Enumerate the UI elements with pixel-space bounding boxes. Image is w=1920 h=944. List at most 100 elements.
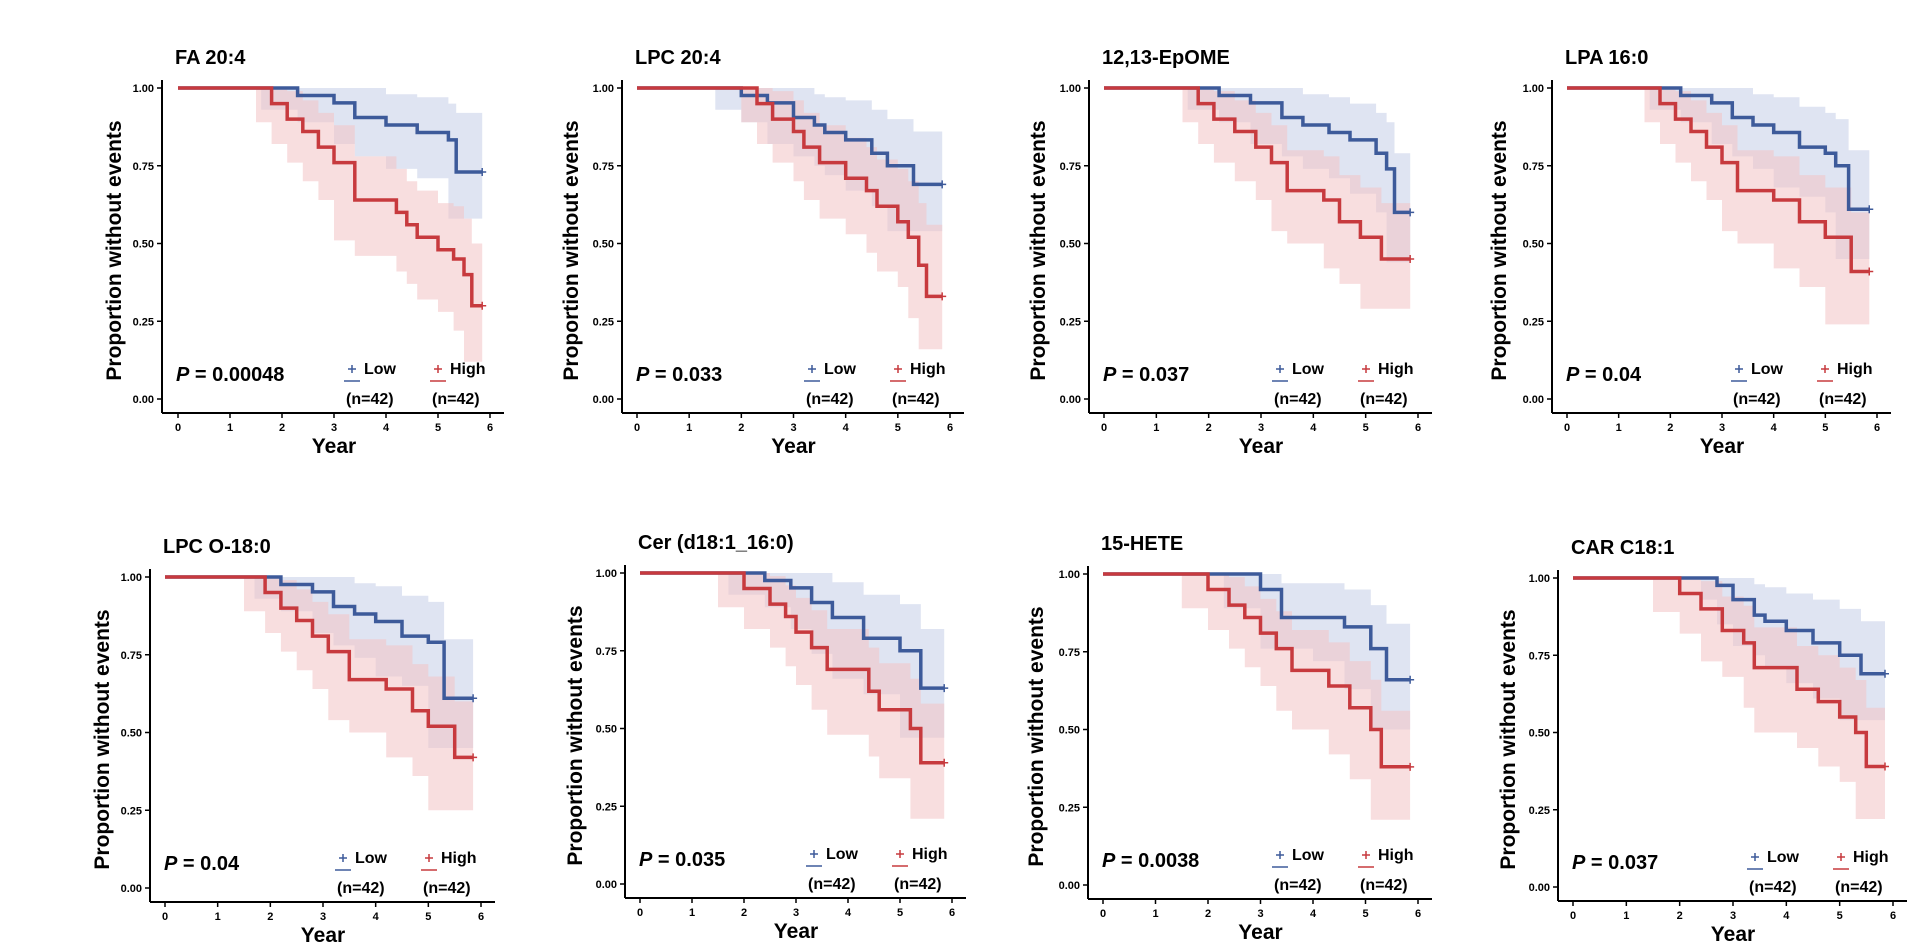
legend-n-high: (n=42) (432, 391, 480, 408)
legend-n-low: (n=42) (806, 391, 854, 408)
legend-label-low: Low (824, 361, 857, 378)
x-tick-label: 1 (227, 422, 233, 434)
y-tick-label: 0.75 (1529, 650, 1550, 662)
survival-curve-high (1103, 572, 1411, 769)
y-tick-label: 0.75 (1060, 161, 1081, 173)
legend-n-high: (n=42) (423, 880, 471, 897)
legend-label-high: High (910, 361, 946, 378)
x-axis-label: Year (1711, 923, 1755, 944)
legend-label-high: High (1837, 361, 1873, 378)
legend-key-low (1751, 853, 1759, 861)
p-value-label: P = 0.037 (1103, 364, 1189, 386)
legend-key-high (425, 854, 433, 862)
legend-n-low: (n=42) (808, 876, 856, 893)
x-axis-label: Year (1238, 921, 1282, 944)
censor-mark-low (469, 694, 478, 703)
x-tick-label: 6 (487, 422, 493, 434)
legend-label-high: High (1378, 847, 1414, 864)
x-tick-label: 3 (790, 422, 796, 434)
y-tick-label: 0.00 (596, 879, 617, 891)
chart-title: LPC 20:4 (635, 47, 721, 69)
x-axis-label: Year (771, 435, 815, 458)
y-tick-label: 1.00 (121, 572, 142, 584)
legend-n-low: (n=42) (346, 391, 394, 408)
chart-title: CAR C18:1 (1571, 537, 1674, 559)
x-tick-label: 2 (267, 911, 273, 923)
survival-curve-low (1567, 86, 1870, 212)
y-tick-label: 0.25 (593, 316, 614, 328)
ci-band-high (1567, 88, 1870, 325)
x-tick-label: 6 (1874, 422, 1880, 434)
x-axis-label: Year (1700, 435, 1744, 458)
x-tick-label: 5 (435, 422, 441, 434)
x-tick-label: 0 (1100, 908, 1106, 920)
y-tick-label: 0.75 (596, 646, 617, 658)
x-tick-label: 0 (637, 907, 643, 919)
km-panel: 0.00 0.25 0.50 0.75 1.00 0 1 2 3 4 5 6 12,13-EpOME Ye… (1027, 47, 1432, 458)
x-tick-label: 0 (1101, 422, 1107, 434)
chart-title: 12,13-EpOME (1102, 47, 1230, 69)
y-axis-label: Proportion without events (564, 605, 587, 865)
legend-key-high (1362, 365, 1370, 373)
y-tick-label: 1.00 (596, 568, 617, 580)
y-axis-label: Proportion without events (103, 120, 126, 380)
x-tick-label: 4 (1783, 910, 1790, 922)
x-tick-label: 3 (331, 422, 337, 434)
y-tick-label: 0.50 (596, 724, 617, 736)
chart-title: FA 20:4 (175, 47, 246, 69)
y-tick-label: 0.25 (1060, 316, 1081, 328)
censor-mark-low (1881, 669, 1889, 678)
y-tick-label: 1.00 (593, 83, 614, 95)
y-tick-label: 0.75 (133, 161, 154, 173)
y-tick-label: 0.50 (133, 239, 154, 251)
survival-curve-low (165, 575, 474, 701)
censor-mark-high (1881, 762, 1889, 771)
y-tick-label: 0.75 (593, 161, 614, 173)
chart-title: LPC O-18:0 (163, 536, 271, 558)
legend-key-low (1276, 365, 1284, 373)
legend-n-low: (n=42) (1274, 391, 1322, 408)
x-tick-label: 6 (949, 907, 955, 919)
legend-key-low (808, 365, 816, 373)
x-axis-label: Year (312, 435, 356, 458)
legend-key-high (896, 850, 904, 858)
legend-key-low (1276, 851, 1284, 859)
x-tick-label: 1 (689, 907, 695, 919)
legend-key-low (810, 850, 818, 858)
legend-key-low (1735, 365, 1743, 373)
km-panel: 0.00 0.25 0.50 0.75 1.00 0 1 2 3 4 5 6 15-HETE Year Pr… (1025, 533, 1432, 944)
y-axis-label: Proportion without events (1497, 609, 1520, 869)
ci-band-low (178, 88, 483, 219)
km-panel: 0.00 0.25 0.50 0.75 1.00 0 1 2 3 4 5 6 LPC O-18:0 Yea… (91, 536, 495, 944)
x-tick-label: 2 (738, 422, 744, 434)
x-tick-label: 4 (1310, 422, 1317, 434)
censor-mark-high (1865, 267, 1874, 276)
x-tick-label: 3 (1258, 422, 1264, 434)
censor-mark-low (938, 180, 947, 189)
ci-band-low (1573, 578, 1885, 721)
x-tick-label: 4 (1310, 908, 1317, 920)
legend-label-low: Low (355, 850, 388, 867)
x-tick-label: 1 (1623, 910, 1629, 922)
y-tick-label: 0.75 (1059, 647, 1080, 659)
ci-band-high (178, 88, 483, 362)
x-tick-label: 6 (1890, 910, 1896, 922)
x-tick-label: 6 (478, 911, 484, 923)
censor-mark-high (938, 292, 947, 301)
chart-title: 15-HETE (1101, 533, 1183, 555)
km-panel: 0.00 0.25 0.50 0.75 1.00 0 1 2 3 4 5 6 LPC 20:4 Year P… (560, 47, 964, 458)
y-tick-label: 0.75 (1523, 161, 1544, 173)
survival-curve-low (178, 86, 483, 174)
y-tick-label: 0.25 (133, 316, 154, 328)
x-axis-label: Year (301, 924, 345, 944)
censor-mark-high (1406, 255, 1415, 264)
x-tick-label: 5 (1362, 908, 1368, 920)
y-axis-label: Proportion without events (1027, 120, 1050, 380)
x-tick-label: 5 (425, 911, 431, 923)
y-tick-label: 0.50 (121, 728, 142, 740)
x-tick-label: 5 (895, 422, 901, 434)
y-tick-label: 0.75 (121, 650, 142, 662)
legend-n-low: (n=42) (1749, 879, 1797, 896)
x-tick-label: 5 (1837, 910, 1843, 922)
legend-n-high: (n=42) (1819, 391, 1867, 408)
